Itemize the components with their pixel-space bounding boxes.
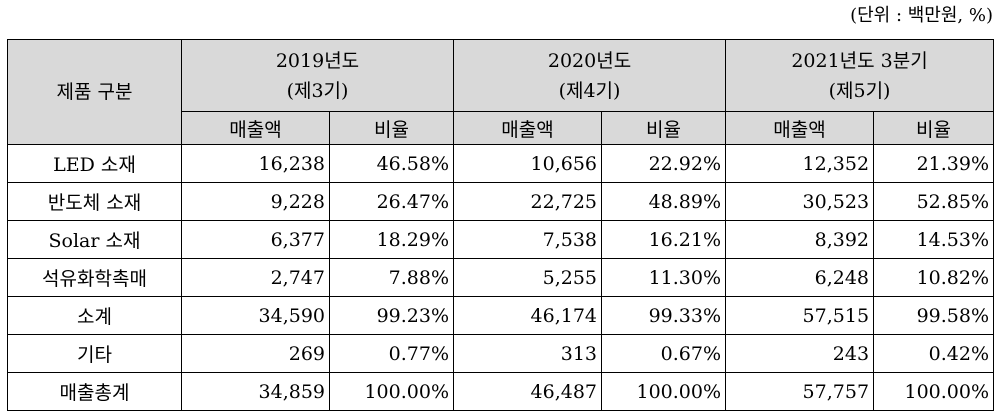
sales-2021: 6,248 [725,258,875,297]
row-label: 반도체 소재 [7,182,182,221]
sales-table: 제품 구분 2019년도 (제3기) 2020년도 (제4기) 2021년도 3… [7,39,995,411]
header-year-2021-q3: 2021년도 3분기 (제5기) [725,39,995,112]
ratio-2021: 21.39% [873,144,995,183]
period-label: (제3기) [286,79,349,102]
year-label: 2020년도 [547,49,632,72]
table-row: 석유화학촉매 2,747 7.88% 5,255 11.30% 6,248 10… [7,258,995,297]
sales-2019: 2,747 [181,258,330,297]
ratio-2021: 52.85% [873,182,995,221]
header-year-2019: 2019년도 (제3기) [180,39,455,112]
row-label: 매출총계 [7,372,182,411]
header-row-years: 제품 구분 2019년도 (제3기) 2020년도 (제4기) 2021년도 3… [7,39,995,145]
sales-2020: 5,255 [453,258,603,297]
table-row: LED 소재 16,238 46.58% 10,656 22.92% 12,35… [7,144,995,183]
ratio-2021: 99.58% [873,296,995,335]
ratio-2020: 48.89% [601,182,727,221]
ratio-2020: 16.21% [601,220,727,259]
ratio-2019: 46.58% [328,144,455,183]
ratio-2019: 26.47% [328,182,455,221]
header-sales: 매출액 [181,111,330,145]
ratio-2020: 99.33% [601,296,727,335]
header-ratio: 비율 [601,111,727,145]
table-row: 반도체 소재 9,228 26.47% 22,725 48.89% 30,523… [7,182,995,221]
sales-2020: 46,487 [453,372,603,411]
sales-2019: 34,590 [181,296,330,335]
row-label: 석유화학촉매 [7,258,182,297]
sales-2021: 8,392 [725,220,875,259]
row-label: Solar 소재 [7,220,182,259]
table-row: 소계 34,590 99.23% 46,174 99.33% 57,515 99… [7,296,995,335]
sales-2020: 22,725 [453,182,603,221]
sales-2019: 6,377 [181,220,330,259]
sales-2020: 46,174 [453,296,603,335]
ratio-2021: 0.42% [873,334,995,373]
ratio-2019: 0.77% [328,334,455,373]
ratio-2020: 100.00% [601,372,727,411]
row-label: LED 소재 [7,144,182,183]
ratio-2019: 100.00% [328,372,455,411]
year-label: 2021년도 3분기 [791,49,928,72]
header-ratio: 비율 [328,111,455,145]
sales-2021: 12,352 [725,144,875,183]
sales-2019: 269 [181,334,330,373]
header-product-category: 제품 구분 [7,39,182,145]
sales-2019: 34,859 [181,372,330,411]
unit-note: (단위 : 백만원, %) [850,5,993,26]
table-row: 매출총계 34,859 100.00% 46,487 100.00% 57,75… [7,372,995,411]
sales-2021: 57,515 [725,296,875,335]
period-label: (제4기) [558,79,621,102]
header-sales: 매출액 [453,111,603,145]
ratio-2021: 14.53% [873,220,995,259]
ratio-2021: 10.82% [873,258,995,297]
ratio-2020: 11.30% [601,258,727,297]
sales-2021: 57,757 [725,372,875,411]
sales-2020: 10,656 [453,144,603,183]
sales-2019: 16,238 [181,144,330,183]
header-ratio: 비율 [873,111,995,145]
sales-2020: 313 [453,334,603,373]
table-row: Solar 소재 6,377 18.29% 7,538 16.21% 8,392… [7,220,995,259]
header-sales: 매출액 [725,111,875,145]
ratio-2019: 18.29% [328,220,455,259]
sales-2020: 7,538 [453,220,603,259]
sales-2021: 243 [725,334,875,373]
year-label: 2019년도 [275,49,360,72]
row-label: 기타 [7,334,182,373]
ratio-2021: 100.00% [873,372,995,411]
period-label: (제5기) [828,79,891,102]
sales-2021: 30,523 [725,182,875,221]
ratio-2019: 99.23% [328,296,455,335]
ratio-2020: 0.67% [601,334,727,373]
row-label: 소계 [7,296,182,335]
ratio-2020: 22.92% [601,144,727,183]
ratio-2019: 7.88% [328,258,455,297]
table-row: 기타 269 0.77% 313 0.67% 243 0.42% [7,334,995,373]
header-row-metrics: 매출액 비율 매출액 비율 매출액 비율 [8,111,995,145]
header-year-2020: 2020년도 (제4기) [453,39,727,112]
sales-2019: 9,228 [181,182,330,221]
